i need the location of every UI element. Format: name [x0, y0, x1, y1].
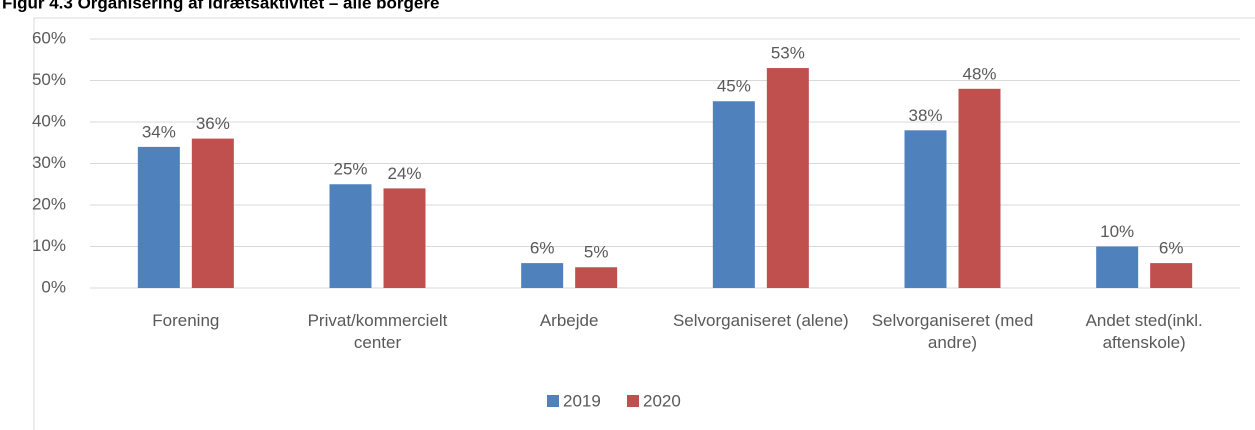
bar: [329, 184, 372, 288]
x-tick-label: Andet sted(inkl. aftenskole): [1085, 311, 1203, 352]
chart-title: Figur 4.3 Organisering af idrætsaktivite…: [2, 0, 439, 12]
bar: [575, 267, 618, 288]
legend-swatch: [627, 395, 639, 407]
bar: [191, 138, 234, 288]
legend-label: 2019: [563, 391, 601, 410]
y-tick-label: 50%: [32, 70, 66, 89]
y-tick-label: 60%: [32, 28, 66, 47]
bar: [958, 88, 1001, 288]
legend-swatch: [547, 395, 559, 407]
data-label: 36%: [196, 114, 230, 133]
bar: [1150, 263, 1193, 288]
bar: [904, 130, 947, 288]
bar: [383, 188, 426, 288]
data-label: 25%: [333, 160, 367, 179]
data-label: 5%: [584, 243, 609, 262]
x-tick-label: Arbejde: [539, 311, 599, 330]
bar: [1096, 246, 1139, 288]
x-tick-label: Forening: [152, 311, 220, 330]
y-tick-label: 40%: [32, 111, 66, 130]
x-tick-label: Selvorganiseret (med andre): [871, 311, 1034, 352]
data-label: 24%: [387, 164, 421, 183]
data-label: 53%: [771, 44, 805, 63]
y-tick-label: 30%: [32, 153, 66, 172]
x-tick-label: Privat/kommercielt center: [307, 311, 448, 352]
y-tick-label: 0%: [41, 277, 66, 296]
data-label: 48%: [962, 64, 996, 83]
bar: [712, 101, 755, 288]
y-tick-label: 10%: [32, 236, 66, 255]
y-tick-label: 20%: [32, 194, 66, 213]
bar: [766, 68, 809, 288]
data-label: 6%: [530, 239, 555, 258]
chart-frame: [33, 17, 1255, 430]
data-label: 34%: [142, 122, 176, 141]
data-label: 10%: [1100, 222, 1134, 241]
legend-label: 2020: [643, 391, 681, 410]
x-tick-label: Selvorganiseret (alene): [672, 311, 849, 330]
bar: [137, 146, 180, 288]
data-label: 45%: [717, 77, 751, 96]
data-label: 6%: [1159, 239, 1184, 258]
data-label: 38%: [908, 106, 942, 125]
bar: [521, 263, 564, 288]
